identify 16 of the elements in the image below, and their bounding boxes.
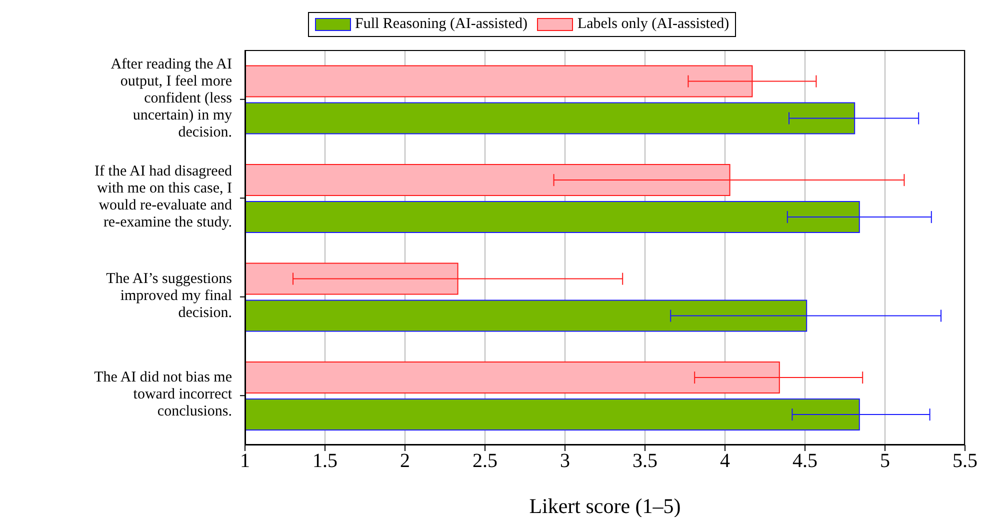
x-tick-label: 3 — [560, 450, 570, 472]
x-tick-label: 2.5 — [472, 450, 498, 472]
x-tick-label: 2 — [400, 450, 410, 472]
y-tick-label: If the AI had disagreed with me on this case, I would re-evaluate and re-examine the study. — [94, 164, 232, 232]
y-tick-label: After reading the AI output, I feel more confident (less uncertain) in my decision. — [110, 56, 232, 141]
x-tick-label: 5.5 — [952, 450, 978, 472]
y-tick-label: The AI did not bias me toward incorrect conclusions. — [94, 370, 233, 420]
x-tick-label: 1 — [240, 450, 250, 472]
x-tick-label: 5 — [880, 450, 890, 472]
legend-label: Labels only (AI-assisted) — [577, 16, 730, 33]
y-tick-label: The AI’s suggestions improved my final decision. — [106, 271, 232, 322]
x-tick-label: 4 — [720, 450, 730, 472]
x-tick-label: 1.5 — [312, 450, 338, 472]
x-tick-label: 3.5 — [632, 450, 658, 472]
legend-label: Full Reasoning (AI-assisted) — [355, 16, 528, 33]
x-tick-label: 4.5 — [792, 450, 818, 472]
